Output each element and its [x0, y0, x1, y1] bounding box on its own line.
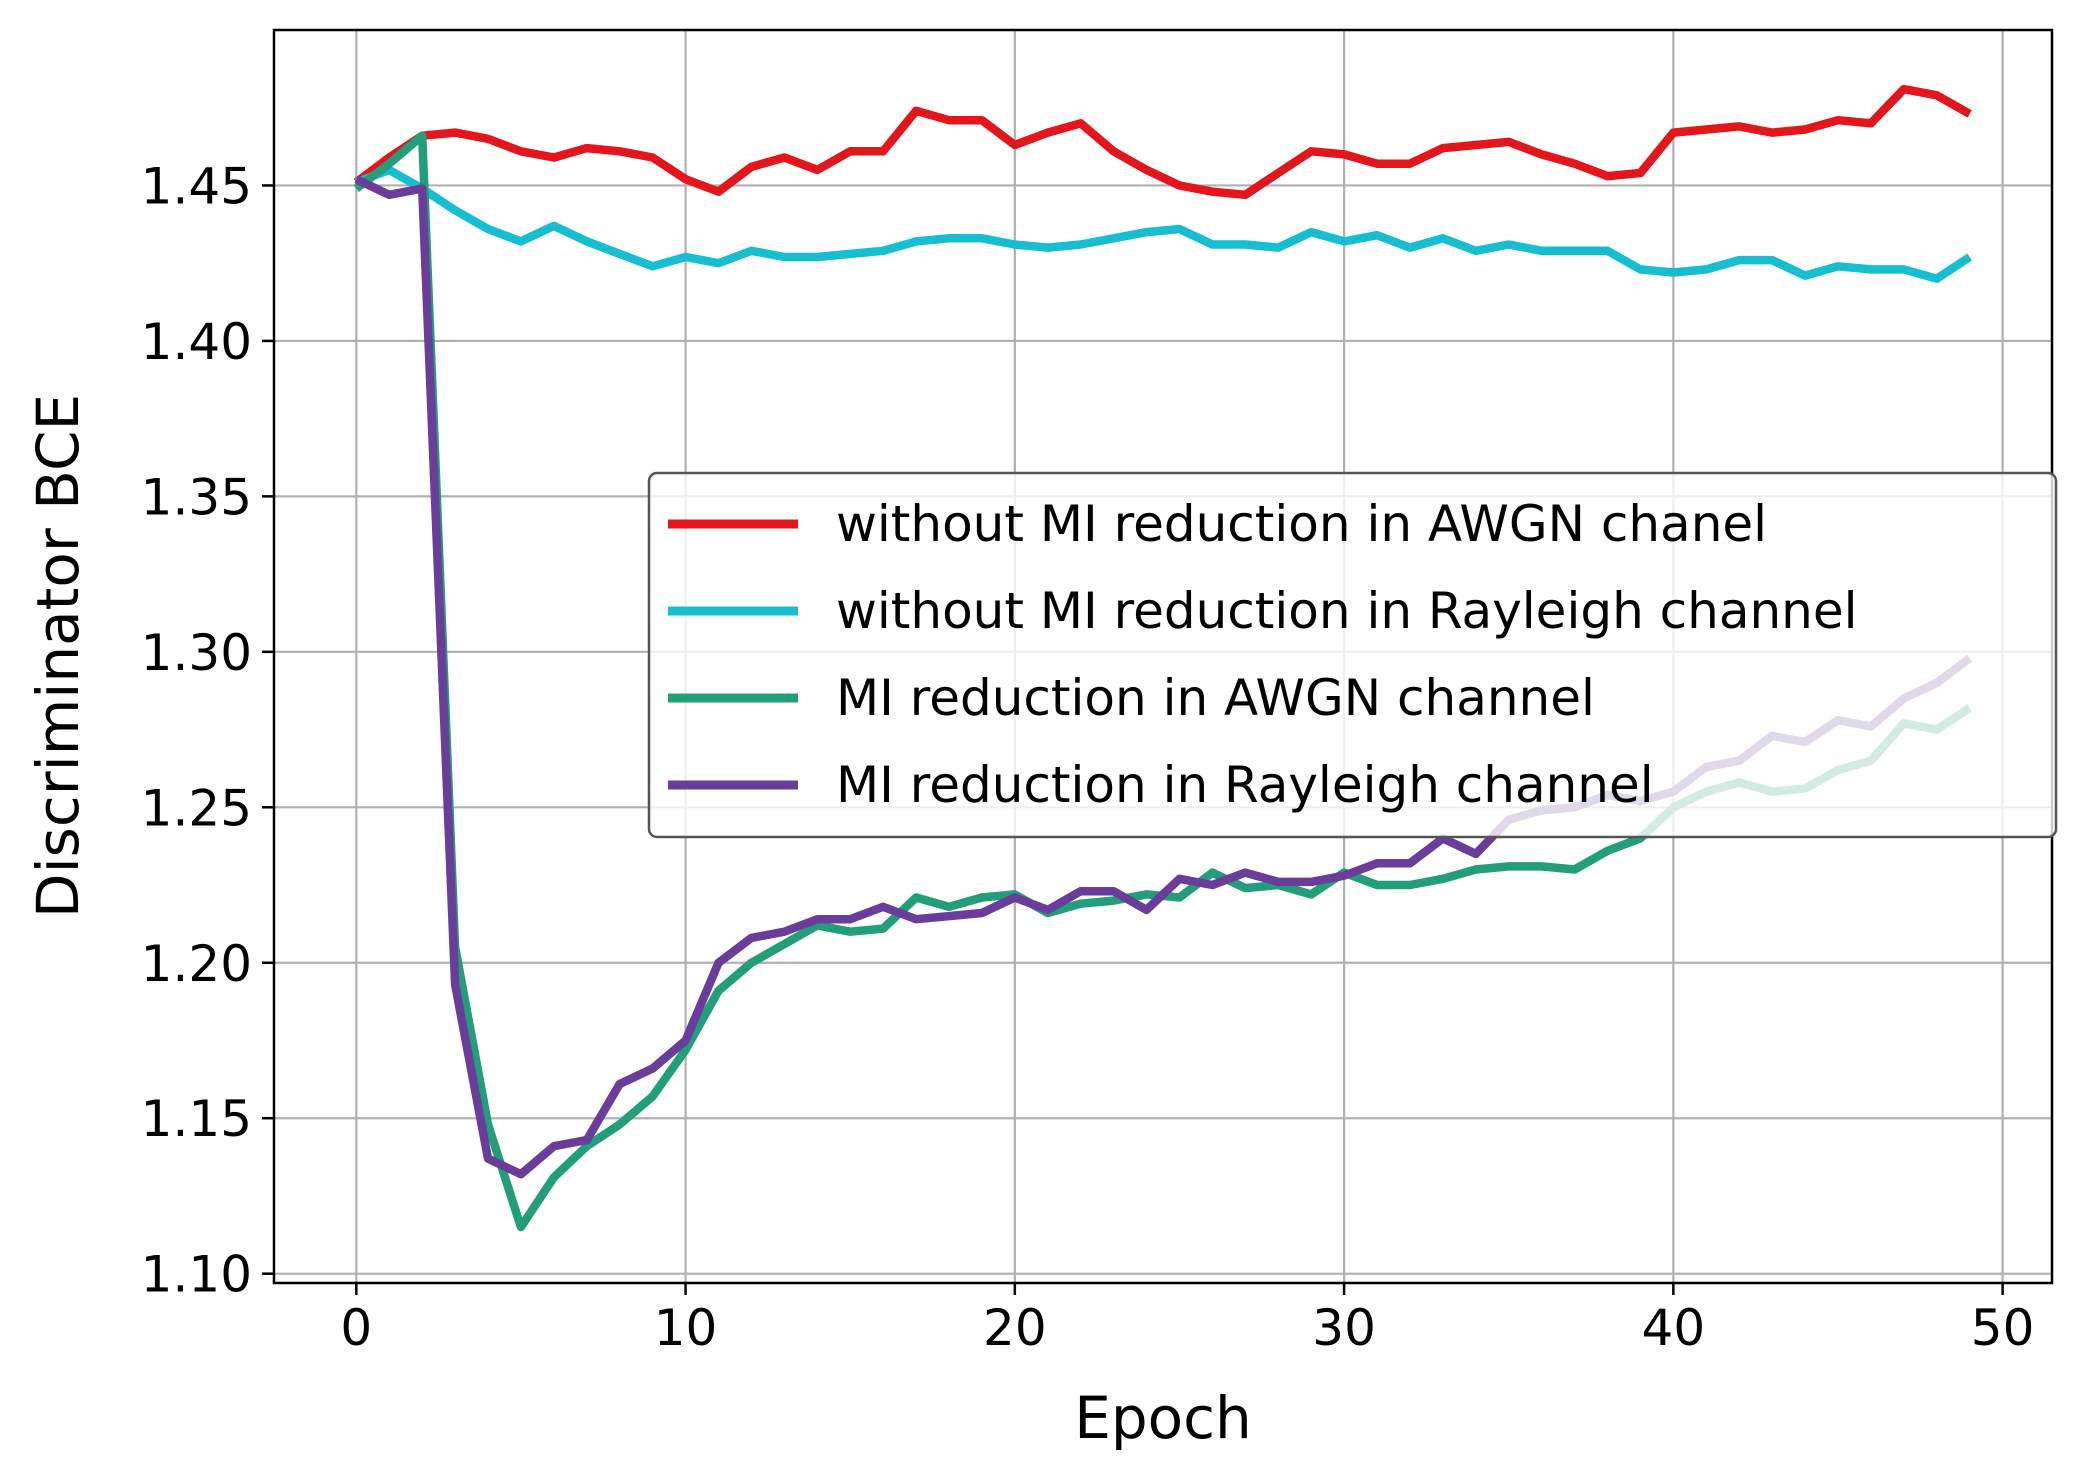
y-tick-label: 1.30	[141, 624, 252, 682]
x-tick-label: 0	[340, 1299, 372, 1357]
y-tick-label: 1.15	[141, 1090, 252, 1148]
y-tick-label: 1.40	[141, 313, 252, 371]
y-tick-label: 1.10	[141, 1246, 252, 1304]
x-tick-label: 10	[654, 1299, 718, 1357]
legend-label-1: without MI reduction in AWGN chanel	[836, 495, 1767, 553]
y-tick-label: 1.25	[141, 779, 252, 837]
series-line-1	[353, 84, 1972, 200]
x-tick-label: 50	[1971, 1299, 2035, 1357]
x-axis-label: Epoch	[1074, 1384, 1252, 1452]
y-tick-label: 1.35	[141, 468, 252, 526]
legend: without MI reduction in AWGN chanel witho…	[647, 471, 2058, 839]
y-tick-label: 1.20	[141, 935, 252, 993]
axis-ticks: 0 10 20 30 40 50 1.10 1.15 1.20 1.25 1.30 1.35 1.40 1…	[141, 157, 2035, 1357]
legend-label-3: MI reduction in AWGN channel	[836, 669, 1595, 727]
legend-entries: without MI reduction in AWGN chanel witho…	[668, 495, 1858, 814]
series-line-2	[354, 165, 1973, 283]
legend-box	[647, 471, 2058, 839]
legend-label-2: without MI reduction in Rayleigh channel	[836, 582, 1858, 640]
y-axis-label: Discriminator BCE	[24, 394, 92, 918]
legend-label-4: MI reduction in Rayleigh channel	[836, 756, 1654, 814]
x-tick-label: 40	[1642, 1299, 1706, 1357]
y-tick-label: 1.45	[141, 157, 252, 215]
x-tick-label: 20	[983, 1299, 1047, 1357]
x-tick-label: 30	[1312, 1299, 1376, 1357]
